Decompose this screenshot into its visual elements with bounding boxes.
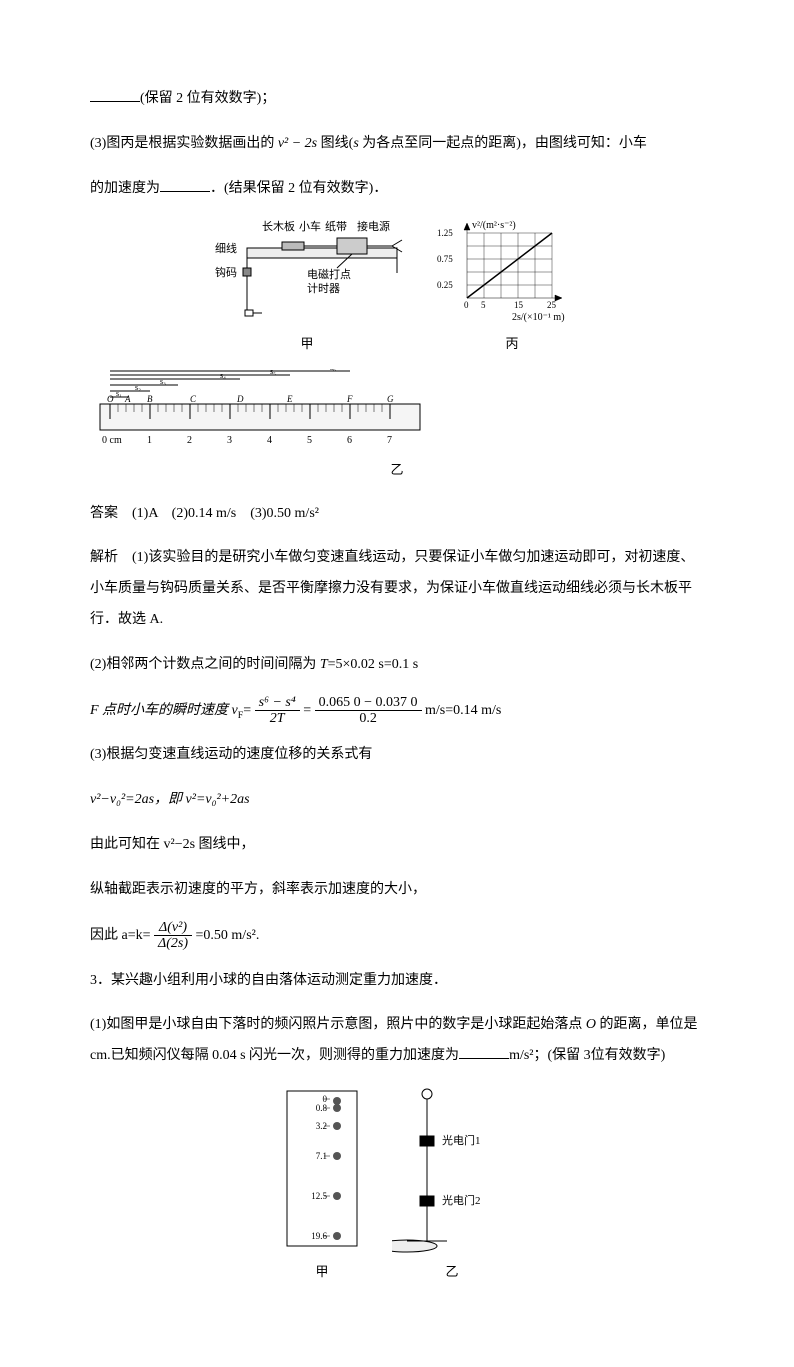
q3-p1: (1)如图甲是小球自由下落时的频闪照片示意图，照片中的数字是小球距起始落点 O … xyxy=(90,1010,704,1072)
label-timer2: 计时器 xyxy=(307,282,340,295)
label-cart: 小车 xyxy=(299,219,321,233)
svg-text:0.75: 0.75 xyxy=(437,254,453,264)
intro-line3: 的加速度为．(结果保留 2 位有效数字)． xyxy=(90,174,704,205)
svg-text:0: 0 xyxy=(464,300,469,310)
svg-text:O: O xyxy=(107,394,114,404)
gate-label-1: 光电门1 xyxy=(442,1133,481,1147)
gate-caption: 乙 xyxy=(392,1258,512,1287)
label-timer1: 电磁打点 xyxy=(307,267,351,281)
svg-text:A: A xyxy=(124,394,131,404)
svg-text:4: 4 xyxy=(267,435,272,446)
fraction-3: Δ(v²) Δ(2s) xyxy=(154,920,192,952)
svg-text:s₅: s₅ xyxy=(270,369,276,376)
svg-text:1: 1 xyxy=(147,435,152,446)
analysis-p3: F 点时小车的瞬时速度 vF= s⁶ − s⁴ 2T = 0.065 0 − 0… xyxy=(90,695,704,727)
svg-text:0 cm: 0 cm xyxy=(102,435,122,446)
apparatus-caption: 甲 xyxy=(207,330,407,359)
svg-text:5: 5 xyxy=(481,300,486,310)
label-hook: 钩码 xyxy=(215,265,237,279)
svg-text:E: E xyxy=(286,394,293,404)
analysis-p6: 由此可知在 v²−2s 图线中， xyxy=(90,830,704,861)
analysis-p1: 解析 (1)该实验目的是研究小车做匀变速直线运动，只要保证小车做匀加速运动即可，… xyxy=(90,543,704,635)
svg-text:F: F xyxy=(346,394,353,404)
chart-xlabel: 2s/(×10⁻¹ m) xyxy=(512,312,565,323)
strobe-figure: 0 0.8 3.2 7.1 12.5 19.6 甲 xyxy=(282,1086,362,1287)
intro-line2: (3)图丙是根据实验数据画出的 v² − 2s 图线(s 为各点至同一起点的距离… xyxy=(90,129,704,160)
svg-text:5: 5 xyxy=(307,435,312,446)
fraction-2: 0.065 0 − 0.037 0 0.2 xyxy=(315,695,422,727)
chart-caption: 丙 xyxy=(437,330,587,359)
intro-line1: (保留 2 位有效数字)； xyxy=(90,84,704,115)
analysis-p7: 纵轴截距表示初速度的平方，斜率表示加速度的大小， xyxy=(90,875,704,906)
svg-text:7: 7 xyxy=(387,435,392,446)
analysis-p5: v²−v₀²=2as，即 v²=v₀²+2as xyxy=(90,785,704,816)
svg-text:25: 25 xyxy=(547,300,557,310)
svg-text:15: 15 xyxy=(514,300,524,310)
blank-2 xyxy=(160,177,210,192)
fraction-1: s⁶ − s⁴ 2T xyxy=(255,695,300,727)
analysis-p2: (2)相邻两个计数点之间的时间间隔为 T=5×0.02 s=0.1 s xyxy=(90,650,704,681)
strobe-caption: 甲 xyxy=(282,1258,362,1287)
gate-label-2: 光电门2 xyxy=(442,1193,481,1207)
svg-text:s₂: s₂ xyxy=(135,383,141,392)
svg-text:C: C xyxy=(190,394,197,404)
label-string: 细线 xyxy=(215,241,237,255)
label-power: 接电源 xyxy=(357,219,390,233)
chart-figure: 1.25 0.75 0.25 0 5 15 25 v²/(m²·s⁻²) 2s/… xyxy=(437,218,587,359)
svg-text:D: D xyxy=(236,394,244,404)
gate-figure: 光电门1 光电门2 乙 xyxy=(392,1086,512,1287)
svg-text:s₃: s₃ xyxy=(160,377,166,386)
line1-suffix: (保留 2 位有效数字)； xyxy=(140,91,275,106)
svg-text:s₄: s₄ xyxy=(220,371,226,380)
blank-1 xyxy=(90,87,140,102)
ruler-figure: 0 cm 1 2 3 4 5 6 7 O A B C D E F G s₁ s₂… xyxy=(90,369,704,485)
svg-text:1.25: 1.25 xyxy=(437,228,453,238)
label-tape: 纸带 xyxy=(325,220,347,233)
label-board: 长木板 xyxy=(262,219,295,233)
svg-text:G: G xyxy=(387,394,394,404)
analysis-p8: 因此 a=k= Δ(v²) Δ(2s) =0.50 m/s². xyxy=(90,920,704,952)
svg-text:2: 2 xyxy=(187,435,192,446)
chart-ylabel: v²/(m²·s⁻²) xyxy=(472,220,516,231)
answer-line: 答案 (1)A (2)0.14 m/s (3)0.50 m/s² xyxy=(90,499,704,530)
figure-row-2: 0 0.8 3.2 7.1 12.5 19.6 甲 xyxy=(90,1086,704,1287)
analysis-p4: (3)根据匀变速直线运动的速度位移的关系式有 xyxy=(90,740,704,771)
blank-3 xyxy=(459,1044,509,1059)
ruler-caption: 乙 xyxy=(90,456,704,485)
q3-title: 3．某兴趣小组利用小球的自由落体运动测定重力加速度． xyxy=(90,966,704,997)
svg-text:6: 6 xyxy=(347,435,352,446)
svg-text:3: 3 xyxy=(227,435,232,446)
svg-text:s₁: s₁ xyxy=(116,389,122,398)
apparatus-figure: 长木板 小车 纸带 接电源 细线 钩码 电磁打点 计时器 甲 xyxy=(207,218,407,359)
svg-text:s₆: s₆ xyxy=(330,369,336,372)
figure-row-1: 长木板 小车 纸带 接电源 细线 钩码 电磁打点 计时器 甲 xyxy=(90,218,704,359)
svg-text:B: B xyxy=(147,394,153,404)
svg-text:0.25: 0.25 xyxy=(437,280,453,290)
